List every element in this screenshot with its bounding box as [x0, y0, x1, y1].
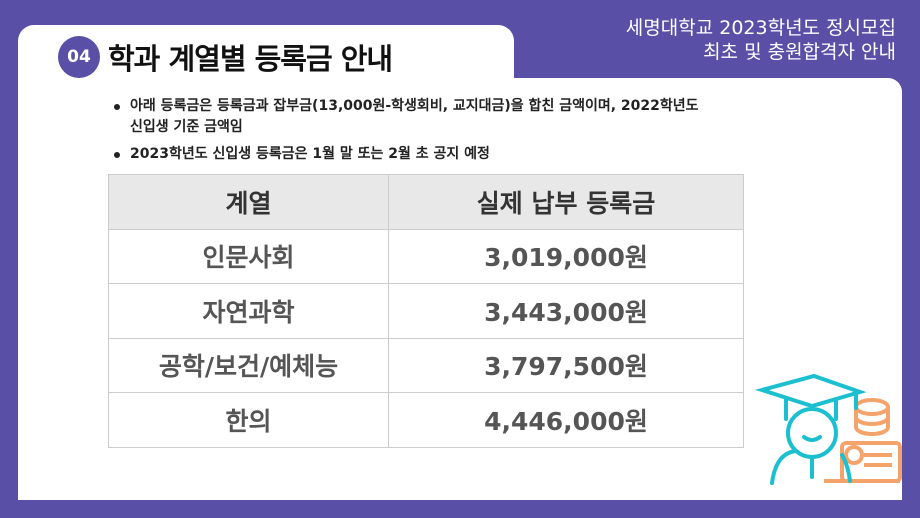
table-row: 공학/보건/예체능 3,797,500원 — [108, 337, 744, 393]
title-tab — [18, 25, 514, 95]
header-title: 세명대학교 2023학년도 정시모집 최초 및 충원합격자 안내 — [626, 16, 896, 64]
table-header-row: 계열 실제 납부 등록금 — [108, 174, 744, 230]
table-row: 인문사회 3,019,000원 — [108, 228, 744, 284]
amount-cell: 3,019,000원 — [388, 228, 744, 284]
field-cell: 자연과학 — [108, 283, 389, 339]
note-item: 아래 등록금은 등록금과 잡부금(13,000원-학생회비, 교지대금)을 합친… — [112, 96, 712, 138]
header-line-2: 최초 및 충원합격자 안내 — [703, 41, 896, 63]
field-cell: 인문사회 — [108, 228, 389, 284]
amount-cell: 4,446,000원 — [388, 392, 744, 448]
note-item: 2023학년도 신입생 등록금은 1월 말 또는 2월 초 공지 예정 — [112, 144, 712, 165]
amount-cell: 3,797,500원 — [388, 337, 744, 393]
graduate-tuition-illustration — [754, 373, 902, 485]
column-header: 계열 — [108, 174, 389, 230]
page-title: 학과 계열별 등록금 안내 — [108, 42, 393, 76]
field-cell: 공학/보건/예체능 — [108, 337, 389, 393]
table-row: 자연과학 3,443,000원 — [108, 283, 744, 339]
amount-cell: 3,443,000원 — [388, 283, 744, 339]
column-header: 실제 납부 등록금 — [388, 174, 744, 230]
tuition-table: 계열 실제 납부 등록금 인문사회 3,019,000원 자연과학 3,443,00… — [108, 174, 744, 448]
graduate-icon — [754, 373, 867, 485]
header-line-1: 세명대학교 2023학년도 정시모집 — [625, 17, 896, 39]
field-cell: 한의 — [108, 392, 389, 448]
notes-list: 아래 등록금은 등록금과 잡부금(13,000원-학생회비, 교지대금)을 합친… — [112, 96, 712, 171]
section-number-badge: 04 — [58, 36, 100, 78]
table-row: 한의 4,446,000원 — [108, 392, 744, 448]
